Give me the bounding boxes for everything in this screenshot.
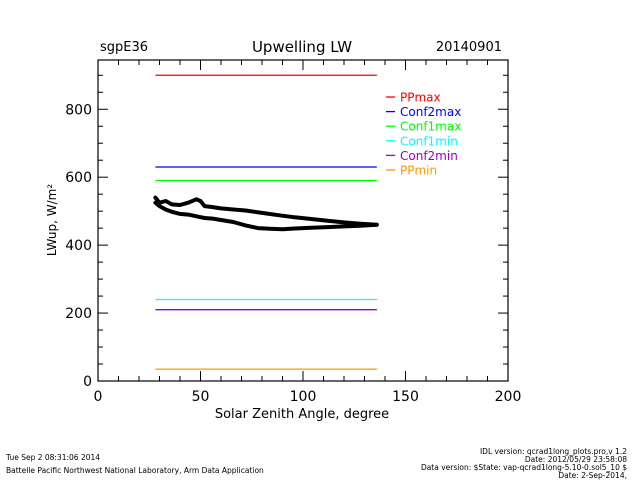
x-tick-label: 150: [392, 389, 419, 405]
chart-title: Upwelling LW: [252, 38, 352, 56]
date-label: 20140901: [436, 40, 502, 55]
footer-idl-date: Date: 2012/05/29 23:58:08: [525, 455, 627, 464]
y-axis-title: LWup, W/m²: [45, 184, 59, 256]
footer-data-version: Data version: $State: vap-qcrad1long-5.1…: [421, 463, 627, 472]
footer-data-date: Date: 2-Sep-2014,: [558, 471, 627, 480]
footer-timestamp: Tue Sep 2 08:31:06 2014: [5, 453, 100, 462]
y-tick-label: 800: [65, 102, 92, 118]
legend-label: Conf2min: [400, 149, 458, 163]
data-series: [153, 195, 379, 232]
site-label: sgpE36: [100, 40, 148, 55]
y-tick-label: 600: [65, 170, 92, 186]
x-tick-label: 200: [495, 389, 522, 405]
footer-institution: Battelle Pacific Northwest National Labo…: [6, 466, 264, 475]
x-tick-label: 0: [94, 389, 103, 405]
y-tick-label: 200: [65, 306, 92, 322]
axis-ticks: 0 50 100 150 200 0 200 400 600 800: [65, 60, 521, 405]
footer-idl-version: IDL version: qcrad1long_plots.pro,v 1.2: [480, 447, 627, 456]
series-line-2: [153, 200, 379, 232]
y-tick-label: 400: [65, 238, 92, 254]
x-tick-label: 100: [290, 389, 317, 405]
y-tick-label: 0: [83, 374, 92, 390]
legend-label: Conf1min: [400, 134, 458, 148]
x-axis-title: Solar Zenith Angle, degree: [215, 407, 389, 422]
legend-label: Conf2max: [400, 105, 461, 119]
reference-lines: [155, 74, 377, 370]
legend: PPmaxConf2maxConf1maxConf1minConf2minPPm…: [386, 91, 461, 178]
legend-label: PPmin: [400, 164, 437, 178]
series-line-1: [153, 195, 379, 227]
x-tick-label: 50: [192, 389, 210, 405]
legend-label: PPmax: [400, 91, 441, 105]
legend-label: Conf1max: [400, 120, 461, 134]
